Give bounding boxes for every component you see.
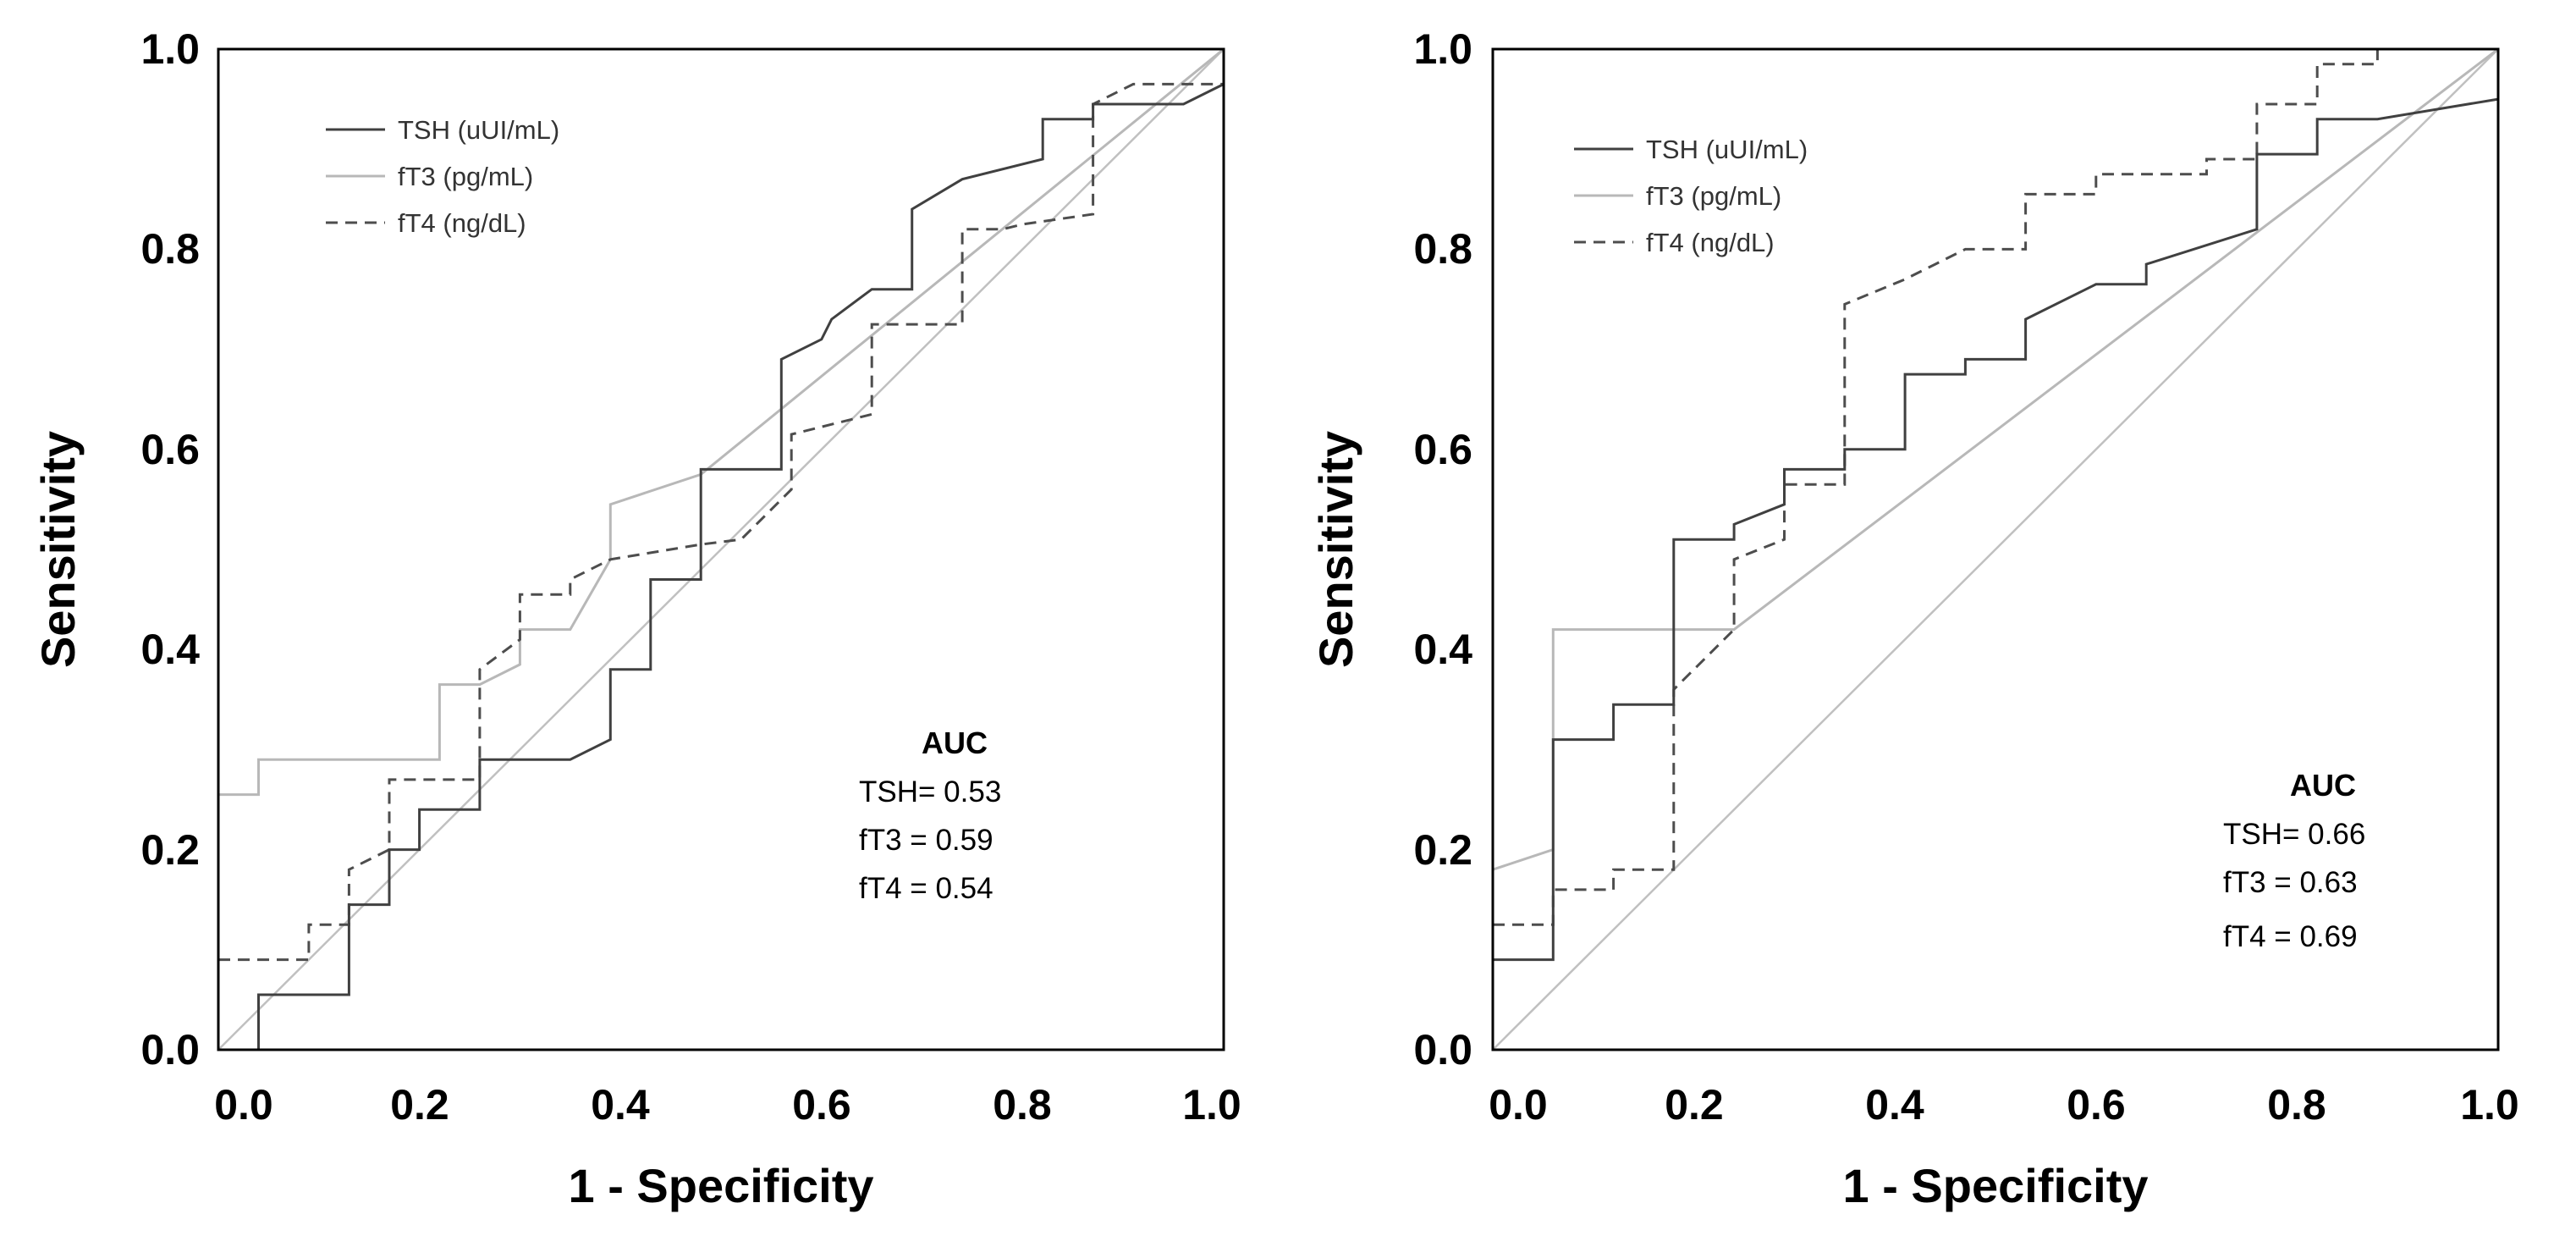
y-tick-label: 1.0 xyxy=(140,25,200,73)
ft4-curve xyxy=(218,82,1224,962)
x-tick-label: 0.4 xyxy=(1865,1081,1924,1128)
ft3-curve xyxy=(218,47,1225,797)
tsh-curve xyxy=(1493,97,2499,962)
auc-annotation: AUC TSH= 0.53 fT3 = 0.59 fT4 = 0.54 xyxy=(859,726,1001,905)
y-tick-label: 0.2 xyxy=(1413,826,1472,874)
auc-value-tsh: TSH= 0.66 xyxy=(2223,818,2365,851)
x-tick-label: 0.2 xyxy=(390,1081,449,1128)
legend-label-ft4: fT4 (ng/dL) xyxy=(1646,228,1775,257)
auc-value-ft3: fT3 = 0.63 xyxy=(2223,866,2358,899)
roc-panel-left: 0.0 0.2 0.4 0.6 0.8 1.0 0.0 0.2 0.4 0.6 … xyxy=(31,25,1241,1212)
x-tick-label: 0.2 xyxy=(1665,1081,1724,1128)
auc-value-ft4: fT4 = 0.54 xyxy=(859,872,994,905)
series-layer xyxy=(1492,47,2499,1051)
auc-value-tsh: TSH= 0.53 xyxy=(859,775,1001,808)
x-tick-label: 0.0 xyxy=(214,1081,273,1128)
legend-label-ft4: fT4 (ng/dL) xyxy=(398,208,526,238)
y-axis-title: Sensitivity xyxy=(31,431,85,668)
y-tick-label: 0.0 xyxy=(140,1026,200,1073)
auc-annotation: AUC TSH= 0.66 fT3 = 0.63 fT4 = 0.69 xyxy=(2223,768,2365,953)
x-axis-title: 1 - Specificity xyxy=(568,1159,873,1212)
reference-diagonal-line xyxy=(1492,48,2499,1051)
reference-diagonal-line xyxy=(217,48,1225,1051)
x-tick-label: 0.8 xyxy=(2267,1081,2326,1128)
y-tick-label: 0.6 xyxy=(140,426,200,473)
legend-label-tsh: TSH (uUI/mL) xyxy=(398,115,559,145)
ft4-curve xyxy=(1493,49,2379,926)
auc-heading: AUC xyxy=(2290,768,2356,803)
y-tick-label: 0.4 xyxy=(1413,626,1472,673)
x-tick-label: 0.0 xyxy=(1489,1081,1548,1128)
y-tick-label: 0.8 xyxy=(1413,225,1472,273)
legend: TSH (uUI/mL) fT3 (pg/mL) fT4 (ng/dL) xyxy=(326,115,559,238)
y-tick-label: 0.0 xyxy=(1413,1026,1472,1073)
x-tick-label: 1.0 xyxy=(1182,1081,1241,1128)
legend: TSH (uUI/mL) fT3 (pg/mL) fT4 (ng/dL) xyxy=(1574,135,1808,257)
legend-label-ft3: fT3 (pg/mL) xyxy=(1646,181,1781,211)
legend-label-tsh: TSH (uUI/mL) xyxy=(1646,135,1808,164)
x-axis-title: 1 - Specificity xyxy=(1842,1159,2148,1212)
plot-frame xyxy=(217,47,1225,1051)
y-tick-label: 0.8 xyxy=(140,225,200,273)
x-tick-label: 0.6 xyxy=(2067,1081,2126,1128)
x-tick-label: 1.0 xyxy=(2460,1081,2519,1128)
x-tick-label: 0.8 xyxy=(993,1081,1052,1128)
y-tick-label: 0.4 xyxy=(140,626,200,673)
plot-frame xyxy=(1491,47,2500,1051)
y-tick-label: 0.6 xyxy=(1413,426,1472,473)
ft3-curve xyxy=(1492,47,2499,871)
y-tick-label: 1.0 xyxy=(1413,25,1472,73)
y-axis-title: Sensitivity xyxy=(1309,431,1362,668)
x-tick-label: 0.6 xyxy=(792,1081,851,1128)
roc-panel-right: 0.0 0.2 0.4 0.6 0.8 1.0 0.0 0.2 0.4 0.6 … xyxy=(1309,25,2519,1212)
legend-label-ft3: fT3 (pg/mL) xyxy=(398,162,533,191)
series-layer xyxy=(217,47,1225,1051)
auc-value-ft4: fT4 = 0.69 xyxy=(2223,920,2358,953)
auc-heading: AUC xyxy=(922,726,988,760)
tsh-curve xyxy=(257,83,1225,1050)
auc-value-ft3: fT3 = 0.59 xyxy=(859,824,994,857)
x-tick-label: 0.4 xyxy=(591,1081,650,1128)
y-tick-label: 0.2 xyxy=(140,826,200,874)
